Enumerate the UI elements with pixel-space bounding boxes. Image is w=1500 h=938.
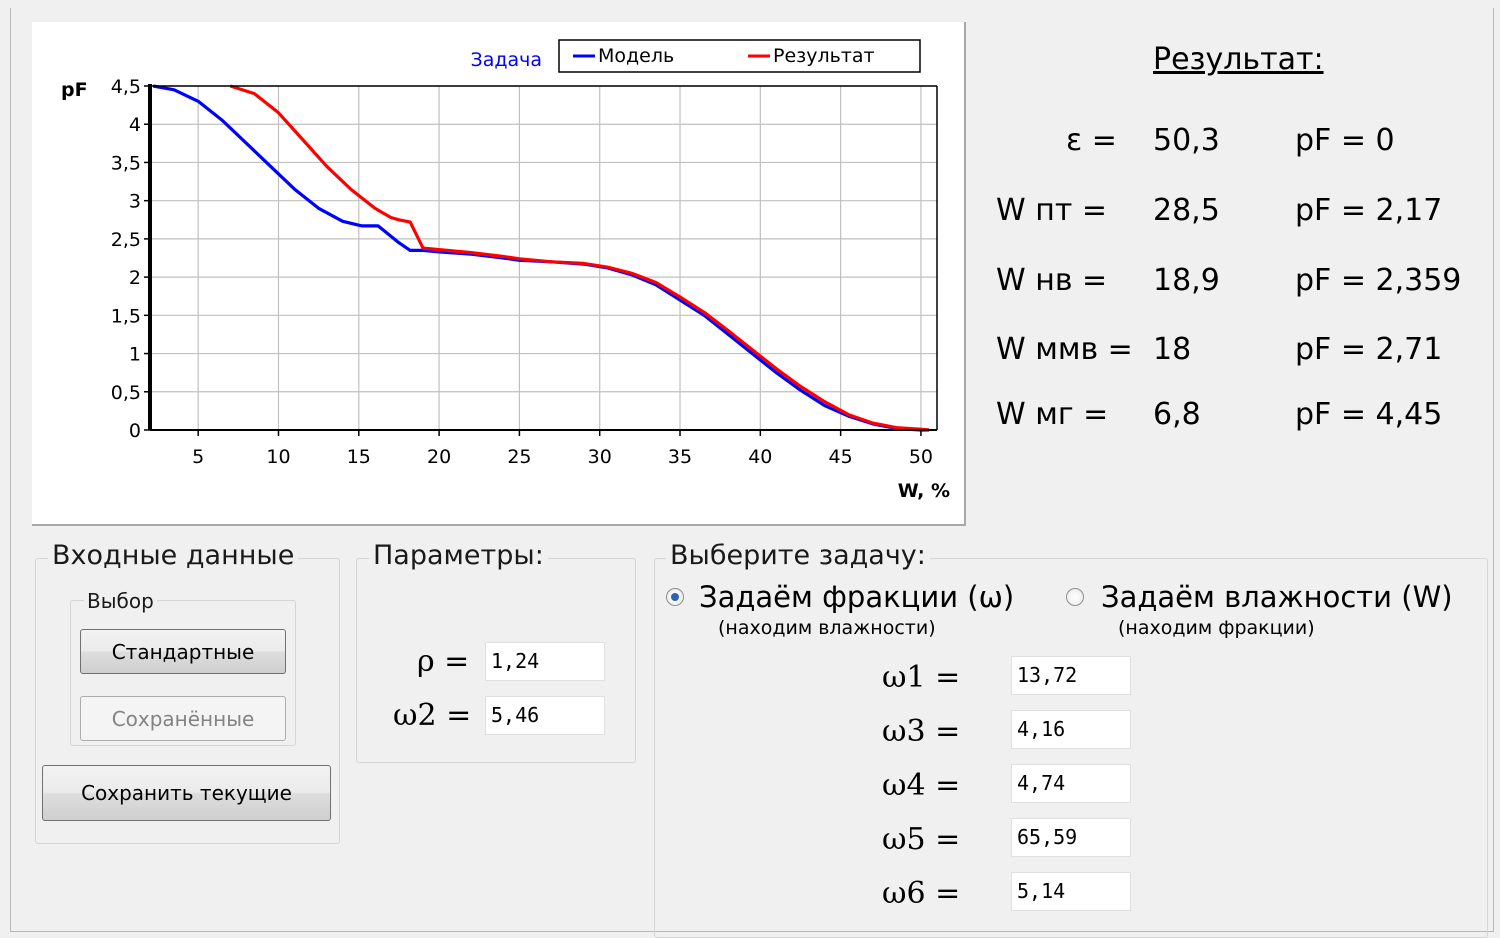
omega4-input[interactable]: 4,74 [1011,764,1131,803]
legend-box [558,39,921,73]
omega6-label: ω6 = [882,876,961,911]
omega2-input[interactable]: 5,46 [485,696,605,735]
x-tick-label-6: 35 [668,446,692,468]
task-legend: Выберите задачу: [666,540,930,571]
y-tick-label-9: 4,5 [111,76,141,98]
task-moisture-label[interactable]: Задаём влажности (W) [1101,580,1453,614]
task-fractions-hint: (находим влажности) [718,617,936,639]
y-tick-label-5: 2,5 [111,229,141,251]
result-pf-wmmv: pF = 2,71 [1295,332,1443,367]
choice-group [70,600,296,746]
omega6-input[interactable]: 5,14 [1011,872,1131,911]
result-label-wmg: W мг = [996,397,1109,432]
results-title: Результат: [1153,42,1324,77]
omega1-input[interactable]: 13,72 [1011,656,1131,695]
y-tick-label-2: 1 [129,344,141,366]
x-tick-label-3: 20 [427,446,451,468]
result-value-wmmv: 18 [1153,332,1192,367]
result-pf-wmg: pF = 4,45 [1295,397,1443,432]
task-moisture-radio[interactable] [1066,588,1084,606]
save-current-button[interactable]: Сохранить текущие [42,765,331,821]
y-tick-label-4: 2 [129,267,141,289]
x-tick-label-0: 5 [192,446,204,468]
series-line-model [152,84,929,432]
standard-data-button[interactable]: Стандартные [80,629,286,674]
chart-grid [150,85,937,431]
chart-title: Задача [471,49,542,71]
result-label-wmmv: W ммв = [996,332,1133,367]
omega5-input[interactable]: 65,59 [1011,818,1131,857]
x-tick-label-4: 25 [507,446,531,468]
result-pf-epsilon: pF = 0 [1295,123,1395,158]
rho-label: ρ = [417,644,470,679]
window-frame [10,8,1494,932]
omega2-label: ω2 = [393,698,472,733]
y-axis-label: pF [61,79,88,101]
y-tick-label-8: 4 [129,114,141,136]
result-pf-wpt: pF = 2,17 [1295,193,1443,228]
rho-input[interactable]: 1,24 [485,642,605,681]
legend-label-model: Модель [598,45,674,67]
omega1-label: ω1 = [882,660,961,695]
pf-chart: 5 10 15 20 25 30 35 40 45 5000,511,522,533,544,5 … [61,39,950,502]
chart-axes: 5 10 15 20 25 30 35 40 45 50 0 0,5 1 1,5 2 2,5 3 3,5 4 4,5 [111,76,938,468]
chart-legend: Модель Результат [558,39,921,73]
task-fractions-radio[interactable] [666,588,684,606]
result-label-epsilon: ε = [1066,123,1117,158]
x-tick-label-7: 40 [748,446,772,468]
saved-data-button[interactable]: Сохранённые [80,696,286,741]
choice-legend: Выбор [84,589,157,613]
chart-panel: 5 10 15 20 25 30 35 40 45 50 0 0,5 1 1,5 2 2,5 3 3,5 4 4,5 … [32,22,966,526]
result-label-wpt: W пт = [996,193,1107,228]
chart-series [152,84,930,432]
x-tick-label-1: 10 [266,446,290,468]
y-tick-label-0: 0 [129,420,141,442]
omega4-label: ω4 = [882,768,961,803]
task-moisture-hint: (находим фракции) [1118,617,1315,639]
params-legend: Параметры: [369,540,548,571]
result-value-wpt: 28,5 [1153,193,1220,228]
omega5-label: ω5 = [882,822,961,857]
y-tick-label-7: 3,5 [111,152,141,174]
task-fractions-label[interactable]: Задаём фракции (ω) [699,580,1015,614]
y-tick-label-1: 0,5 [111,382,141,404]
x-tick-label-9: 50 [909,446,933,468]
y-tick-label-3: 1,5 [111,305,141,327]
input-data-legend: Входные данные [48,540,299,571]
omega3-input[interactable]: 4,16 [1011,710,1131,749]
omega3-label: ω3 = [882,714,961,749]
results-panel: Результат: ε = 50,3 pF = 0 W пт = 28,5 p… [980,30,1490,500]
result-value-epsilon: 50,3 [1153,123,1220,158]
result-value-wmg: 6,8 [1153,397,1201,432]
legend-label-result: Результат [773,45,875,67]
result-pf-wnv: pF = 2,359 [1295,263,1462,298]
x-tick-label-2: 15 [347,446,371,468]
result-value-wnv: 18,9 [1153,263,1220,298]
series-line-result [229,84,930,432]
y-tick-label-6: 3 [129,191,141,213]
result-label-wnv: W нв = [996,263,1108,298]
x-tick-label-5: 30 [588,446,612,468]
x-tick-label-8: 45 [829,446,853,468]
x-axis-label: W, % [898,480,950,502]
